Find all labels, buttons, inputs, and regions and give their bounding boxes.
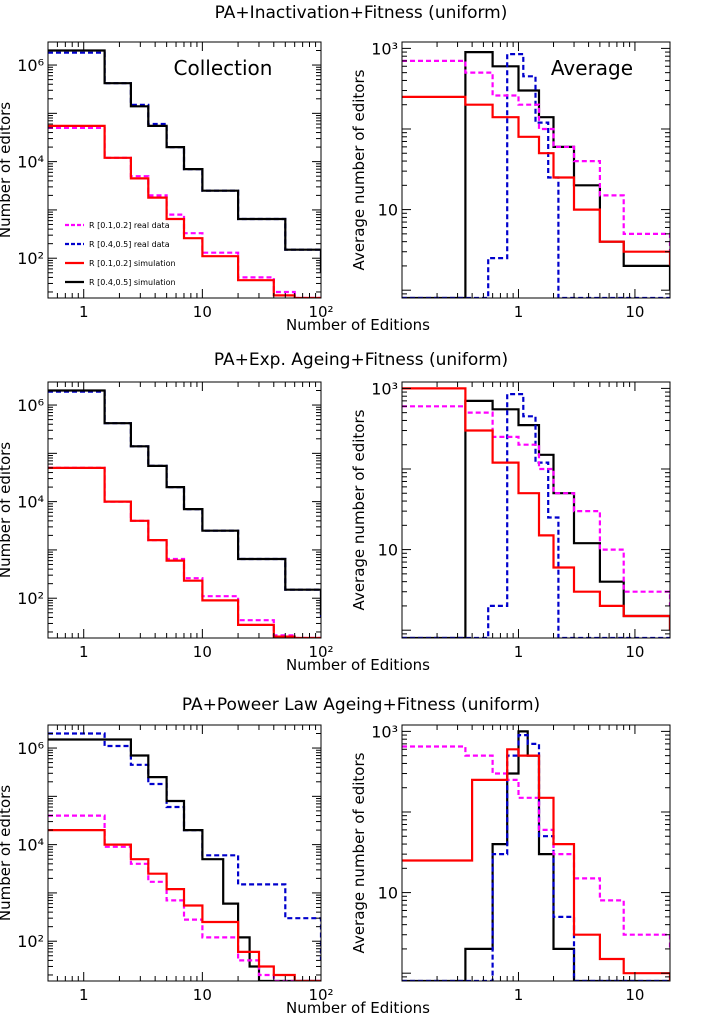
- row-title-2: PA+Exp. Ageing+Fitness (uniform): [214, 350, 508, 370]
- x-tick-label: 10: [625, 303, 644, 321]
- y-axis-label: Average number of editors: [350, 69, 368, 270]
- y-tick-label: 10²: [17, 249, 44, 268]
- panel-5-collection: 1 10 10² 10² 10⁴ 10⁶ Number of editors: [0, 724, 334, 1004]
- series-black-solid: [48, 738, 321, 981]
- x-axis-label-row-2: Number of Editions: [286, 656, 430, 674]
- panel-1-collection: 1 10 10² 10² 10⁴ 10⁶ Number of editors Collecti…: [0, 41, 334, 321]
- row-title-3: PA+Poweer Law Ageing+Fitness (uniform): [182, 695, 540, 715]
- series-magenta-dashed: [402, 745, 670, 949]
- legend-label: R [0.4,0.5] real data: [89, 240, 170, 249]
- y-tick-label: 10³: [371, 379, 398, 398]
- x-tick-label: 10: [193, 643, 212, 661]
- series-red-solid: [402, 387, 670, 631]
- panel-3-collection: 1 10 10² 10² 10⁴ 10⁶ Number of editors: [0, 381, 334, 661]
- y-axis-label: Average number of editors: [350, 752, 368, 953]
- x-tick-label: 1: [79, 303, 89, 321]
- series-red-solid: [402, 95, 670, 266]
- x-tick-label: 10²: [308, 643, 333, 661]
- series-black-solid: [48, 389, 321, 615]
- y-tick-label: 10³: [371, 39, 398, 58]
- y-tick-label: 10⁶: [17, 56, 44, 75]
- x-tick-label: 1: [514, 303, 524, 321]
- series-black-solid: [48, 49, 321, 273]
- plot-frame: [401, 724, 671, 982]
- x-axis-label-row-1: Number of Editions: [286, 316, 430, 334]
- panel-label: Average: [551, 56, 633, 80]
- legend-label: R [0.1,0.2] simulation: [89, 259, 176, 268]
- series-magenta-dashed: [402, 59, 670, 252]
- series-magenta-dashed: [402, 405, 670, 606]
- y-axis-label: Number of editors: [0, 102, 14, 238]
- legend-label: R [0.1,0.2] real data: [89, 221, 170, 230]
- x-tick-label: 10²: [308, 986, 333, 1004]
- x-axis-label-row-3: Number of Editions: [286, 999, 430, 1017]
- x-tick-label: 10: [625, 643, 644, 661]
- series-black-solid: [402, 730, 670, 981]
- y-tick-label: 10⁶: [17, 396, 44, 415]
- plot-frame: [47, 41, 322, 299]
- y-axis-label: Number of editors: [0, 442, 14, 578]
- series-blue-dashed: [402, 734, 670, 981]
- series-blue-dashed: [48, 732, 321, 961]
- y-tick-label: 10⁴: [17, 836, 44, 855]
- y-axis-label: Number of editors: [0, 785, 14, 921]
- y-tick-label: 10⁴: [17, 493, 44, 512]
- series-black-solid: [402, 399, 670, 638]
- y-tick-label: 10²: [17, 932, 44, 951]
- series-red-solid: [48, 829, 321, 981]
- y-tick-label: 10²: [17, 589, 44, 608]
- y-axis-label: Average number of editors: [350, 409, 368, 610]
- y-tick-label: 10⁴: [17, 153, 44, 172]
- plot-frame: [47, 724, 322, 982]
- row-title-1: PA+Inactivation+Fitness (uniform): [215, 3, 508, 23]
- series-blue-dashed: [402, 393, 670, 638]
- series-red-solid: [402, 748, 670, 981]
- x-tick-label: 1: [514, 643, 524, 661]
- panel-label: Collection: [174, 56, 273, 80]
- series-magenta-dashed: [48, 814, 321, 981]
- plot-frame: [401, 41, 671, 299]
- x-tick-label: 10: [193, 303, 212, 321]
- y-tick-label: 10³: [371, 722, 398, 741]
- x-tick-label: 1: [79, 643, 89, 661]
- y-tick-label: 10: [378, 884, 398, 903]
- series-red-solid: [48, 124, 321, 298]
- plot-frame: [47, 381, 322, 639]
- y-tick-label: 10⁶: [17, 739, 44, 758]
- plot-frame: [401, 381, 671, 639]
- y-tick-label: 10: [378, 541, 398, 560]
- legend-label: R [0.4,0.5] simulation: [89, 278, 176, 287]
- x-tick-label: 1: [79, 986, 89, 1004]
- x-tick-label: 10: [625, 986, 644, 1004]
- x-tick-label: 10: [193, 986, 212, 1004]
- x-tick-label: 10²: [308, 303, 333, 321]
- x-tick-label: 1: [514, 986, 524, 1004]
- y-tick-label: 10: [378, 201, 398, 220]
